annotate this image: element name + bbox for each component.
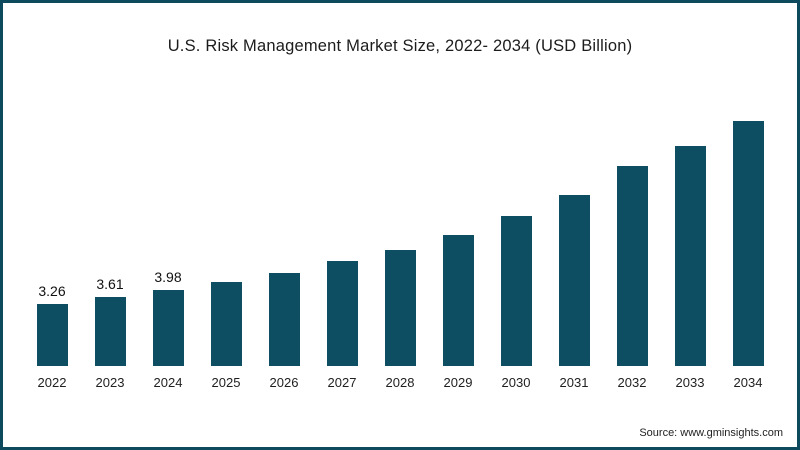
bar-group: 3.26 2022 [36, 283, 68, 390]
bar [558, 195, 590, 366]
bar-group: 2034 [732, 121, 764, 390]
bar [36, 304, 68, 366]
bar [326, 261, 358, 366]
bar-group: 2027 [326, 261, 358, 390]
bar [384, 250, 416, 366]
bar-group: 2033 [674, 146, 706, 390]
x-axis-tick-label: 2025 [211, 375, 241, 390]
x-axis-tick-label: 2034 [733, 375, 763, 390]
x-axis-tick-label: 2023 [95, 375, 125, 390]
chart-title: U.S. Risk Management Market Size, 2022- … [167, 37, 633, 55]
bar [94, 297, 126, 366]
x-axis-tick-label: 2027 [327, 375, 357, 390]
bar-group: 3.61 2023 [94, 276, 126, 390]
x-axis-tick-label: 2032 [617, 375, 647, 390]
bar-chart: 3.26 2022 3.61 2023 3.98 2024 2025 2026 2027 2028… [3, 121, 797, 390]
bar [268, 273, 300, 366]
bar [674, 146, 706, 366]
bar-value-label: 3.98 [154, 269, 182, 285]
bar [210, 282, 242, 366]
bar [500, 216, 532, 366]
x-axis-tick-label: 2030 [501, 375, 531, 390]
source-attribution: Source: www.gminsights.com [639, 427, 783, 439]
x-axis-tick-label: 2024 [153, 375, 183, 390]
bar-group: 2031 [558, 195, 590, 390]
bar [152, 290, 184, 366]
x-axis-tick-label: 2028 [385, 375, 415, 390]
x-axis-tick-label: 2026 [269, 375, 299, 390]
bar-group: 2029 [442, 235, 474, 390]
bar-value-label: 3.26 [38, 283, 66, 299]
bar-group: 2028 [384, 250, 416, 390]
bar-group: 3.98 2024 [152, 269, 184, 390]
x-axis-tick-label: 2033 [675, 375, 705, 390]
bar-value-label: 3.61 [96, 276, 124, 292]
bar [732, 121, 764, 366]
bar-group: 2025 [210, 282, 242, 390]
x-axis-tick-label: 2031 [559, 375, 589, 390]
bar [442, 235, 474, 366]
bar-group: 2030 [500, 216, 532, 390]
bar [616, 166, 648, 366]
x-axis-tick-label: 2022 [37, 375, 67, 390]
x-axis-tick-label: 2029 [443, 375, 473, 390]
bar-group: 2026 [268, 273, 300, 390]
bar-group: 2032 [616, 166, 648, 390]
